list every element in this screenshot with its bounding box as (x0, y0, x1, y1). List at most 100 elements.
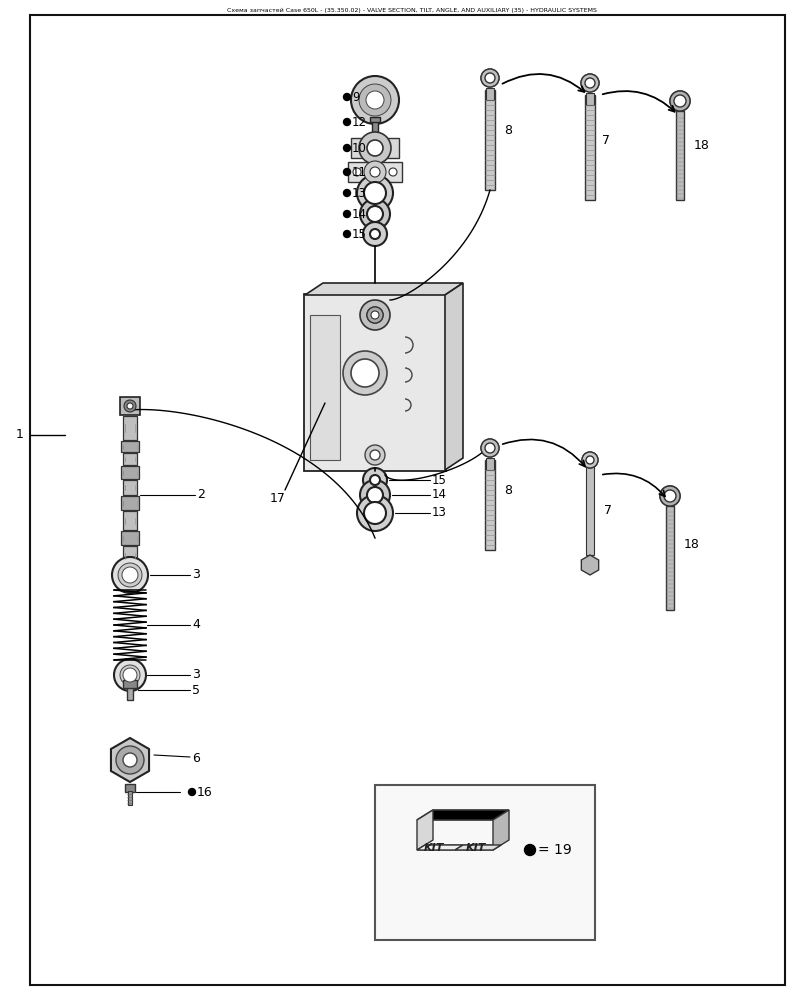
Circle shape (343, 231, 350, 237)
Circle shape (480, 439, 499, 457)
Text: 6: 6 (191, 752, 200, 764)
Circle shape (127, 403, 133, 409)
Polygon shape (417, 845, 500, 850)
Circle shape (669, 91, 689, 111)
Text: 14: 14 (431, 488, 446, 502)
FancyBboxPatch shape (303, 294, 445, 471)
Bar (486, 88, 493, 100)
Polygon shape (417, 810, 508, 820)
Text: 13: 13 (351, 187, 367, 200)
Bar (310, 315, 340, 460)
Bar (676, 111, 683, 200)
Circle shape (114, 659, 146, 691)
Circle shape (357, 495, 393, 531)
Text: 14: 14 (351, 208, 367, 221)
Text: = 19: = 19 (538, 843, 571, 857)
Text: 17: 17 (270, 491, 285, 504)
Circle shape (116, 746, 144, 774)
Circle shape (480, 69, 499, 87)
Polygon shape (305, 283, 462, 295)
Text: 13: 13 (431, 506, 446, 520)
Circle shape (365, 445, 384, 465)
Text: 3: 3 (191, 568, 200, 582)
Circle shape (581, 74, 599, 92)
Circle shape (581, 452, 597, 468)
Text: 7: 7 (601, 134, 609, 147)
Text: KIT: KIT (466, 843, 486, 853)
Circle shape (342, 351, 387, 395)
Bar (122, 546, 137, 565)
Bar (128, 791, 132, 805)
Text: 15: 15 (431, 474, 446, 487)
Circle shape (122, 668, 137, 682)
Circle shape (353, 168, 361, 176)
Text: 12: 12 (351, 116, 367, 129)
Circle shape (584, 78, 594, 88)
Circle shape (367, 140, 383, 156)
Circle shape (370, 167, 380, 177)
Polygon shape (581, 555, 598, 575)
Circle shape (367, 307, 383, 323)
Circle shape (366, 91, 384, 109)
Bar (121, 531, 139, 545)
Circle shape (357, 175, 393, 211)
Circle shape (581, 74, 599, 92)
Bar (375, 785, 594, 940)
Circle shape (359, 480, 389, 510)
Bar (120, 397, 139, 415)
Bar (586, 465, 594, 555)
Polygon shape (444, 283, 462, 470)
Circle shape (370, 475, 380, 485)
Bar (586, 93, 594, 105)
Circle shape (366, 91, 384, 109)
Circle shape (673, 95, 685, 107)
Circle shape (359, 300, 389, 330)
Text: 1: 1 (16, 428, 24, 442)
Circle shape (343, 190, 350, 197)
Bar (484, 460, 495, 550)
Bar (127, 680, 133, 700)
Circle shape (581, 452, 597, 468)
Circle shape (122, 753, 137, 767)
Bar (122, 416, 137, 440)
Text: 11: 11 (351, 166, 367, 179)
Text: 3: 3 (191, 668, 200, 682)
Circle shape (343, 94, 350, 101)
Circle shape (124, 400, 135, 412)
Circle shape (659, 486, 679, 506)
Text: 15: 15 (351, 228, 367, 240)
Bar (484, 90, 495, 190)
Bar (370, 117, 380, 122)
Circle shape (370, 229, 380, 239)
Circle shape (367, 487, 383, 503)
Circle shape (388, 168, 397, 176)
Bar (371, 118, 378, 132)
Text: Схема запчастей Case 650L - (35.350.02) - VALVE SECTION, TILT, ANGLE, AND AUXILI: Схема запчастей Case 650L - (35.350.02) … (227, 8, 596, 13)
Circle shape (370, 450, 380, 460)
Text: 7: 7 (603, 504, 611, 516)
Circle shape (669, 91, 689, 111)
Polygon shape (492, 810, 508, 850)
Circle shape (371, 311, 379, 319)
Bar (121, 441, 139, 452)
Text: 16: 16 (197, 786, 212, 798)
Circle shape (112, 557, 148, 593)
Text: 2: 2 (197, 488, 204, 502)
Circle shape (367, 206, 383, 222)
Circle shape (343, 145, 350, 152)
Circle shape (586, 456, 594, 464)
Circle shape (480, 439, 499, 457)
Circle shape (484, 73, 495, 83)
Circle shape (359, 199, 389, 229)
Circle shape (350, 359, 379, 387)
Bar (350, 138, 398, 158)
Bar (584, 95, 594, 200)
Polygon shape (417, 810, 432, 850)
Circle shape (122, 668, 137, 682)
Circle shape (363, 161, 385, 183)
Text: 18: 18 (683, 538, 699, 552)
Circle shape (188, 788, 195, 795)
Text: 9: 9 (351, 91, 359, 104)
Bar (122, 480, 137, 495)
Circle shape (343, 119, 350, 126)
